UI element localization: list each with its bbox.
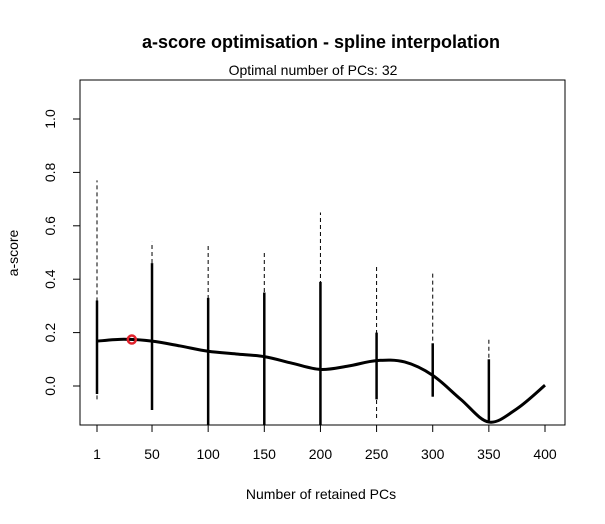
x-tick-label: 400	[533, 446, 557, 462]
x-axis-label: Number of retained PCs	[246, 486, 396, 502]
chart-subtitle: Optimal number of PCs: 32	[229, 62, 398, 78]
x-tick-label: 200	[309, 446, 333, 462]
range-bars	[95, 180, 491, 425]
x-tick-label: 50	[144, 446, 160, 462]
optimum-point	[126, 334, 138, 345]
x-tick-label: 100	[196, 446, 220, 462]
x-tick-label: 350	[477, 446, 501, 462]
y-tick-label: 0.4	[42, 269, 58, 289]
y-tick-label: 0.8	[42, 162, 58, 182]
y-axis-label: a-score	[5, 229, 21, 276]
x-tick-label: 150	[253, 446, 277, 462]
x-axis: 1 50 100 150 200 250 300 350 400	[93, 424, 557, 462]
y-tick-label: 1.0	[42, 109, 58, 129]
x-tick-label: 250	[365, 446, 389, 462]
x-tick-label: 300	[421, 446, 445, 462]
chart-title: a-score optimisation - spline interpolat…	[142, 32, 500, 52]
y-tick-label: 0.6	[42, 216, 58, 236]
y-tick-label: 0.2	[42, 323, 58, 343]
x-tick-label: 1	[93, 446, 101, 462]
y-tick-label: 0.0	[42, 376, 58, 396]
y-axis: 0.0 0.2 0.4 0.6 0.8 1.0	[42, 109, 81, 396]
spline-curve	[96, 337, 546, 424]
